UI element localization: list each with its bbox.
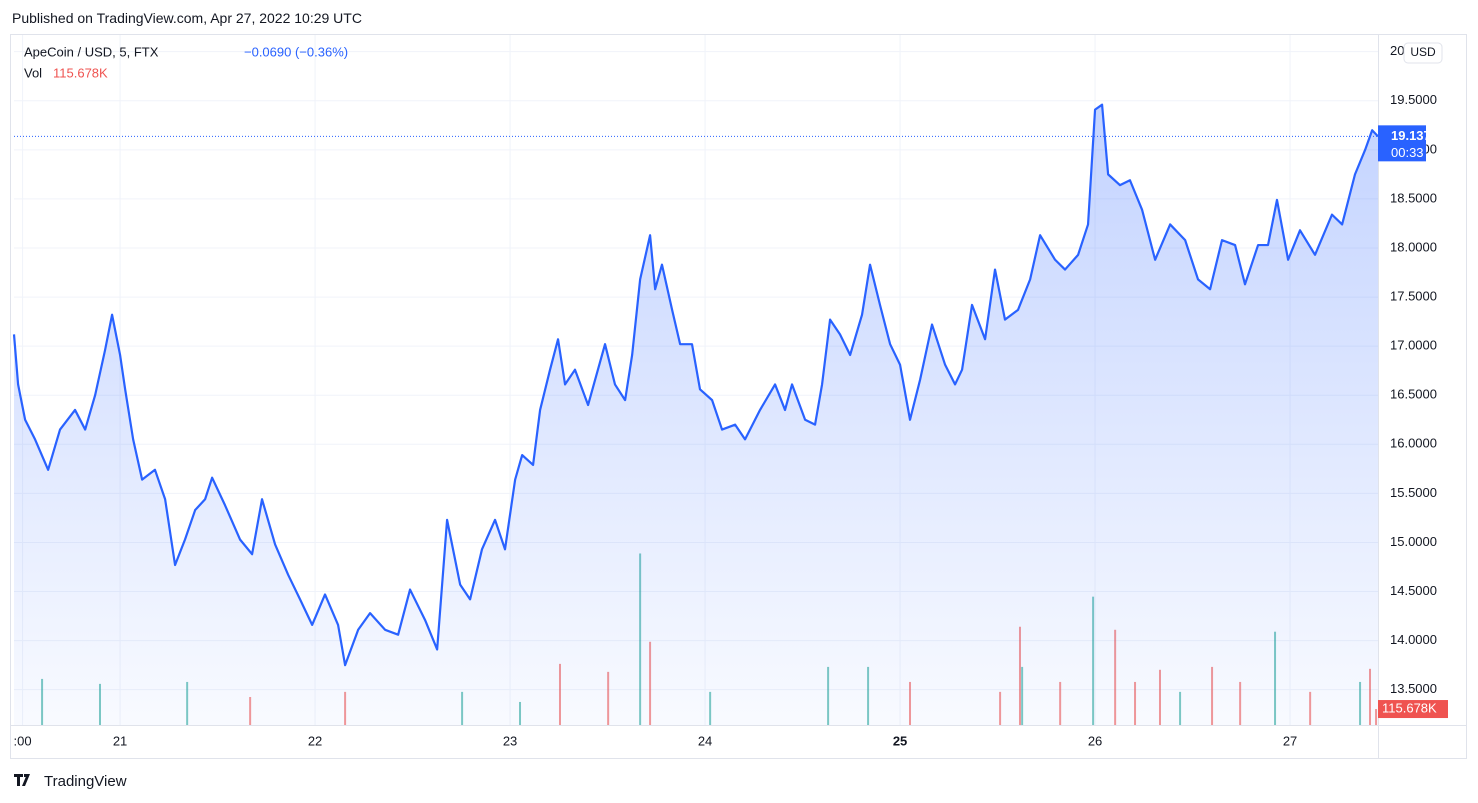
currency-badge[interactable] xyxy=(1403,42,1443,64)
x-tick-label: 25 xyxy=(893,733,907,748)
last-price-badge xyxy=(1378,125,1426,162)
header-change: −0.0690 (−0.36%) xyxy=(244,44,348,59)
last-time-label: 00:33 xyxy=(1391,145,1424,160)
y-tick-label: 16.0000 xyxy=(1390,436,1437,451)
area-fill xyxy=(14,104,1378,725)
x-tick-label: 21 xyxy=(113,733,127,748)
x-tick-label: 22 xyxy=(308,733,322,748)
logo xyxy=(14,774,30,786)
y-tick-label: 16.5000 xyxy=(1390,387,1437,402)
x-tick-label: 23 xyxy=(503,733,517,748)
currency[interactable]: USD xyxy=(1410,45,1436,59)
y-tick-label: 18.0000 xyxy=(1390,239,1437,254)
volume-title: Vol xyxy=(24,65,42,80)
frame xyxy=(10,34,1467,759)
y-tick-label: 19.5000 xyxy=(1390,92,1437,107)
x-tick-label: 27 xyxy=(1283,733,1297,748)
volume-badge-label: 115.678K xyxy=(1382,700,1437,715)
y-tick-label: 20 xyxy=(1390,43,1404,58)
price-line xyxy=(12,103,1379,667)
y-tick-label: 14.0000 xyxy=(1390,632,1437,647)
y-tick-label: 17.5000 xyxy=(1390,289,1437,304)
y-tick-label: 17.0000 xyxy=(1390,338,1437,353)
x-tick-label: 24 xyxy=(698,733,712,748)
y-tick-label: 14.5000 xyxy=(1390,583,1437,598)
x-tick-label: 26 xyxy=(1088,733,1102,748)
volume-badge xyxy=(1378,700,1448,719)
brand: TradingView xyxy=(44,773,127,790)
y-tick-label: 15.0000 xyxy=(1390,534,1437,549)
published: Published on TradingView.com, Apr 27, 20… xyxy=(12,10,362,26)
last-price-label: 19.1375 xyxy=(1391,128,1438,143)
y-tick-label: 18.5000 xyxy=(1390,190,1437,205)
y-tick-label: 13.5000 xyxy=(1390,681,1437,696)
y-tick-label: 15.5000 xyxy=(1390,485,1437,500)
symbol: ApeCoin / USD, 5, FTX xyxy=(24,44,159,59)
x-tick-label: :00 xyxy=(14,733,32,748)
volume-value: 115.678K xyxy=(53,65,108,80)
